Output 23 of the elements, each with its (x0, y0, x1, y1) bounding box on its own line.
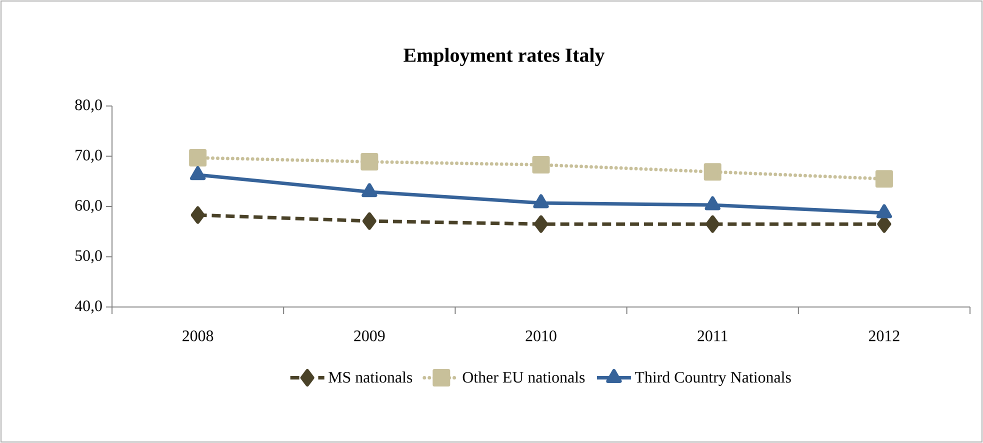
point (534, 215, 548, 233)
point (360, 153, 378, 171)
x-tick-label: 2009 (354, 330, 385, 342)
y-tick-label: 80,0 (75, 99, 102, 113)
y-tick-label: 50,0 (76, 250, 102, 264)
x-tick-label: 2008 (182, 330, 214, 342)
x-tick-label: 2012 (868, 330, 900, 342)
y-tick-label: 60,0 (75, 200, 102, 214)
x-tick-label: 2010 (526, 330, 556, 342)
point (704, 163, 722, 181)
y-tick-label: 70,0 (76, 150, 102, 163)
chart-title: Employment rates Italy (404, 48, 605, 66)
x-tick-label: 2011 (698, 330, 728, 342)
legend-label: Third Country Nationals (635, 371, 791, 386)
legend-label: MS nationals (328, 371, 412, 383)
point (189, 148, 207, 166)
point (706, 215, 720, 233)
y-tick-label: 40,0 (74, 300, 102, 314)
point (875, 170, 893, 188)
point (532, 156, 550, 174)
point (362, 212, 376, 230)
point (190, 206, 205, 224)
legend-label: Other EU nationals (462, 371, 585, 383)
